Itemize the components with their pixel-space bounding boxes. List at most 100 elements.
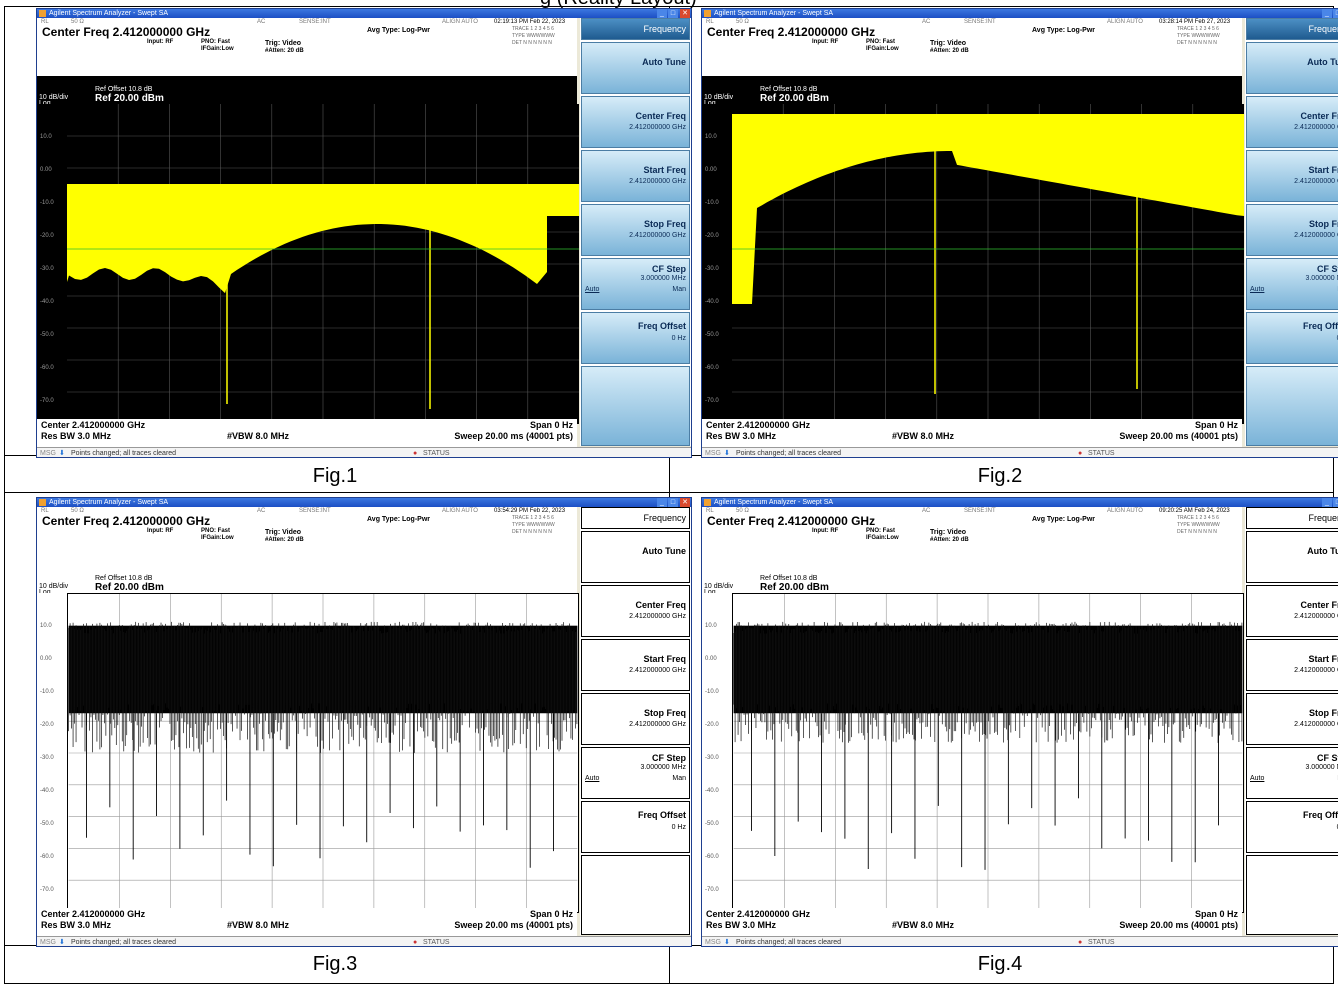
type-row: TYPE WWWWWW xyxy=(512,522,555,528)
freq-offset-button[interactable]: Freq Offset 0 Hz xyxy=(581,801,690,853)
center-freq-label: Center Freq xyxy=(635,111,686,121)
center-freq-readout[interactable]: Center Freq 2.412000000 GHz xyxy=(705,25,878,39)
stop-freq-button[interactable]: Stop Freq 2.412000000 GHz xyxy=(1246,693,1338,745)
res-bw: Res BW 3.0 MHz xyxy=(41,431,112,441)
y-tick-label: -10.0 xyxy=(40,689,54,695)
start-freq-label: Start Freq xyxy=(1308,165,1338,175)
cf-step-button[interactable]: CF Step 3.000000 MHz Auto Man xyxy=(1246,258,1338,310)
trace-indicator: TRACE 1 2 3 4 5 6 TYPE WWWWWW DET N N N … xyxy=(1177,26,1240,48)
freq-offset-button[interactable]: Freq Offset 0 Hz xyxy=(1246,801,1338,853)
maximize-icon[interactable]: □ xyxy=(668,9,678,18)
analyzer-window[interactable]: Agilent Spectrum Analyzer - Swept SA _ □… xyxy=(36,497,692,947)
atten-setting: #Atten: 20 dB xyxy=(930,537,969,543)
close-icon[interactable]: ✕ xyxy=(680,9,690,18)
msg-label: MSG xyxy=(40,450,56,457)
cf-step-auto[interactable]: Auto xyxy=(585,286,600,293)
cf-step-auto[interactable]: Auto xyxy=(1250,775,1265,782)
freq-offset-button[interactable]: Freq Offset 0 Hz xyxy=(581,312,690,364)
stop-freq-button[interactable]: Stop Freq 2.412000000 GHz xyxy=(1246,204,1338,256)
window-titlebar[interactable]: Agilent Spectrum Analyzer - Swept SA _ □… xyxy=(702,9,1338,18)
center-freq-button[interactable]: Center Freq 2.412000000 GHz xyxy=(1246,585,1338,637)
close-icon[interactable]: ✕ xyxy=(680,498,690,507)
analyzer-window[interactable]: Agilent Spectrum Analyzer - Swept SA _ □… xyxy=(701,497,1338,947)
auto-tune-button[interactable]: Auto Tune xyxy=(581,42,690,94)
start-freq-button[interactable]: Start Freq 2.412000000 GHz xyxy=(1246,150,1338,202)
center-freq-readout[interactable]: Center Freq 2.412000000 GHz xyxy=(40,25,213,39)
minimize-icon[interactable]: _ xyxy=(657,498,667,507)
center-freq-button[interactable]: Center Freq 2.412000000 GHz xyxy=(1246,96,1338,148)
status-label[interactable]: STATUS xyxy=(423,939,450,946)
rl-indicator: RL xyxy=(706,508,714,514)
ref-level: Ref 20.00 dBm xyxy=(95,93,164,104)
window-titlebar[interactable]: Agilent Spectrum Analyzer - Swept SA _ □… xyxy=(37,9,691,18)
cf-step-man[interactable]: Man xyxy=(672,286,686,293)
info-icon: ⬇ xyxy=(59,450,65,457)
freq-offset-button[interactable]: Freq Offset 0 Hz xyxy=(1246,312,1338,364)
center-freq-button[interactable]: Center Freq 2.412000000 GHz xyxy=(581,585,690,637)
cf-step-value: 3.000000 MHz xyxy=(1305,275,1338,282)
start-freq-button[interactable]: Start Freq 2.412000000 GHz xyxy=(1246,639,1338,691)
y-tick-label: -50.0 xyxy=(705,821,719,827)
minimize-icon[interactable]: _ xyxy=(657,9,667,18)
y-tick-label: -10.0 xyxy=(705,689,719,695)
stop-freq-button[interactable]: Stop Freq 2.412000000 GHz xyxy=(581,693,690,745)
scale-readout: 10 dB/div Log xyxy=(39,94,68,107)
sense-indicator: SENSE:INT xyxy=(964,19,996,25)
type-row: TYPE WWWWWW xyxy=(1177,33,1220,39)
status-row: RL 50 Ω AC SENSE:INT ALIGN AUTO 02:19:13… xyxy=(37,18,577,26)
status-label[interactable]: STATUS xyxy=(1088,939,1115,946)
center-freq-label: Center Freq xyxy=(1300,600,1338,610)
cf-step-button[interactable]: CF Step 3.000000 MHz Auto Man xyxy=(581,258,690,310)
trace-row: TRACE 1 2 3 4 5 6 xyxy=(1177,26,1219,32)
stop-freq-button[interactable]: Stop Freq 2.412000000 GHz xyxy=(581,204,690,256)
freq-offset-value: 0 Hz xyxy=(671,824,686,831)
cf-step-button[interactable]: CF Step 3.000000 MHz Auto Man xyxy=(581,747,690,799)
noise-trace xyxy=(733,621,1243,743)
stop-freq-value: 2.412000000 GHz xyxy=(629,232,686,239)
ref-level: Ref 20.00 dBm xyxy=(95,582,164,593)
analyzer-window[interactable]: Agilent Spectrum Analyzer - Swept SA _ □… xyxy=(36,8,692,458)
sweep-info: Center 2.412000000 GHz Span 0 Hz Res BW … xyxy=(702,419,1242,447)
noise-trace xyxy=(68,621,578,753)
y-tick-label: -30.0 xyxy=(40,266,54,272)
center-freq-readout[interactable]: Center Freq 2.412000000 GHz xyxy=(40,514,213,528)
center-bottom: Center 2.412000000 GHz xyxy=(41,909,146,919)
maximize-icon[interactable]: □ xyxy=(1333,498,1338,507)
coupling-indicator: AC xyxy=(257,508,266,514)
status-label[interactable]: STATUS xyxy=(1088,450,1115,457)
message-bar: MSG ⬇ Points changed; all traces cleared… xyxy=(702,936,1338,946)
cf-step-man[interactable]: Man xyxy=(672,775,686,782)
start-freq-button[interactable]: Start Freq 2.412000000 GHz xyxy=(581,150,690,202)
trace-indicator: TRACE 1 2 3 4 5 6 TYPE WWWWWW DET N N N … xyxy=(512,26,575,48)
res-bw: Res BW 3.0 MHz xyxy=(706,920,777,930)
msg-label: MSG xyxy=(705,450,721,457)
auto-tune-button[interactable]: Auto Tune xyxy=(1246,42,1338,94)
window-titlebar[interactable]: Agilent Spectrum Analyzer - Swept SA _ □… xyxy=(37,498,691,507)
auto-tune-button[interactable]: Auto Tune xyxy=(581,531,690,583)
start-freq-label: Start Freq xyxy=(643,654,686,664)
start-freq-button[interactable]: Start Freq 2.412000000 GHz xyxy=(581,639,690,691)
minimize-icon[interactable]: _ xyxy=(1322,498,1332,507)
ifgain-setting: IFGain:Low xyxy=(866,46,899,52)
maximize-icon[interactable]: □ xyxy=(1333,9,1338,18)
y-tick-label: -30.0 xyxy=(40,755,54,761)
minimize-icon[interactable]: _ xyxy=(1322,9,1332,18)
cf-step-auto[interactable]: Auto xyxy=(1250,286,1265,293)
span-readout: Span 0 Hz xyxy=(1194,420,1238,430)
impedance-indicator: 50 Ω xyxy=(736,508,749,514)
cf-step-button[interactable]: CF Step 3.000000 MHz Auto Man xyxy=(1246,747,1338,799)
window-titlebar[interactable]: Agilent Spectrum Analyzer - Swept SA _ □… xyxy=(702,498,1338,507)
auto-tune-button[interactable]: Auto Tune xyxy=(1246,531,1338,583)
empty-softkey xyxy=(1246,855,1338,935)
center-freq-readout[interactable]: Center Freq 2.412000000 GHz xyxy=(705,514,878,528)
cf-step-auto[interactable]: Auto xyxy=(585,775,600,782)
status-label[interactable]: STATUS xyxy=(423,450,450,457)
sweep-info: Center 2.412000000 GHz Span 0 Hz Res BW … xyxy=(37,419,577,447)
maximize-icon[interactable]: □ xyxy=(668,498,678,507)
y-tick-label: 0.00 xyxy=(705,656,717,662)
ref-offset: Ref Offset 10.8 dB xyxy=(760,86,818,93)
analyzer-window[interactable]: Agilent Spectrum Analyzer - Swept SA _ □… xyxy=(701,8,1338,458)
window-title: Agilent Spectrum Analyzer - Swept SA xyxy=(49,10,169,17)
span-readout: Span 0 Hz xyxy=(529,909,573,919)
center-freq-button[interactable]: Center Freq 2.412000000 GHz xyxy=(581,96,690,148)
